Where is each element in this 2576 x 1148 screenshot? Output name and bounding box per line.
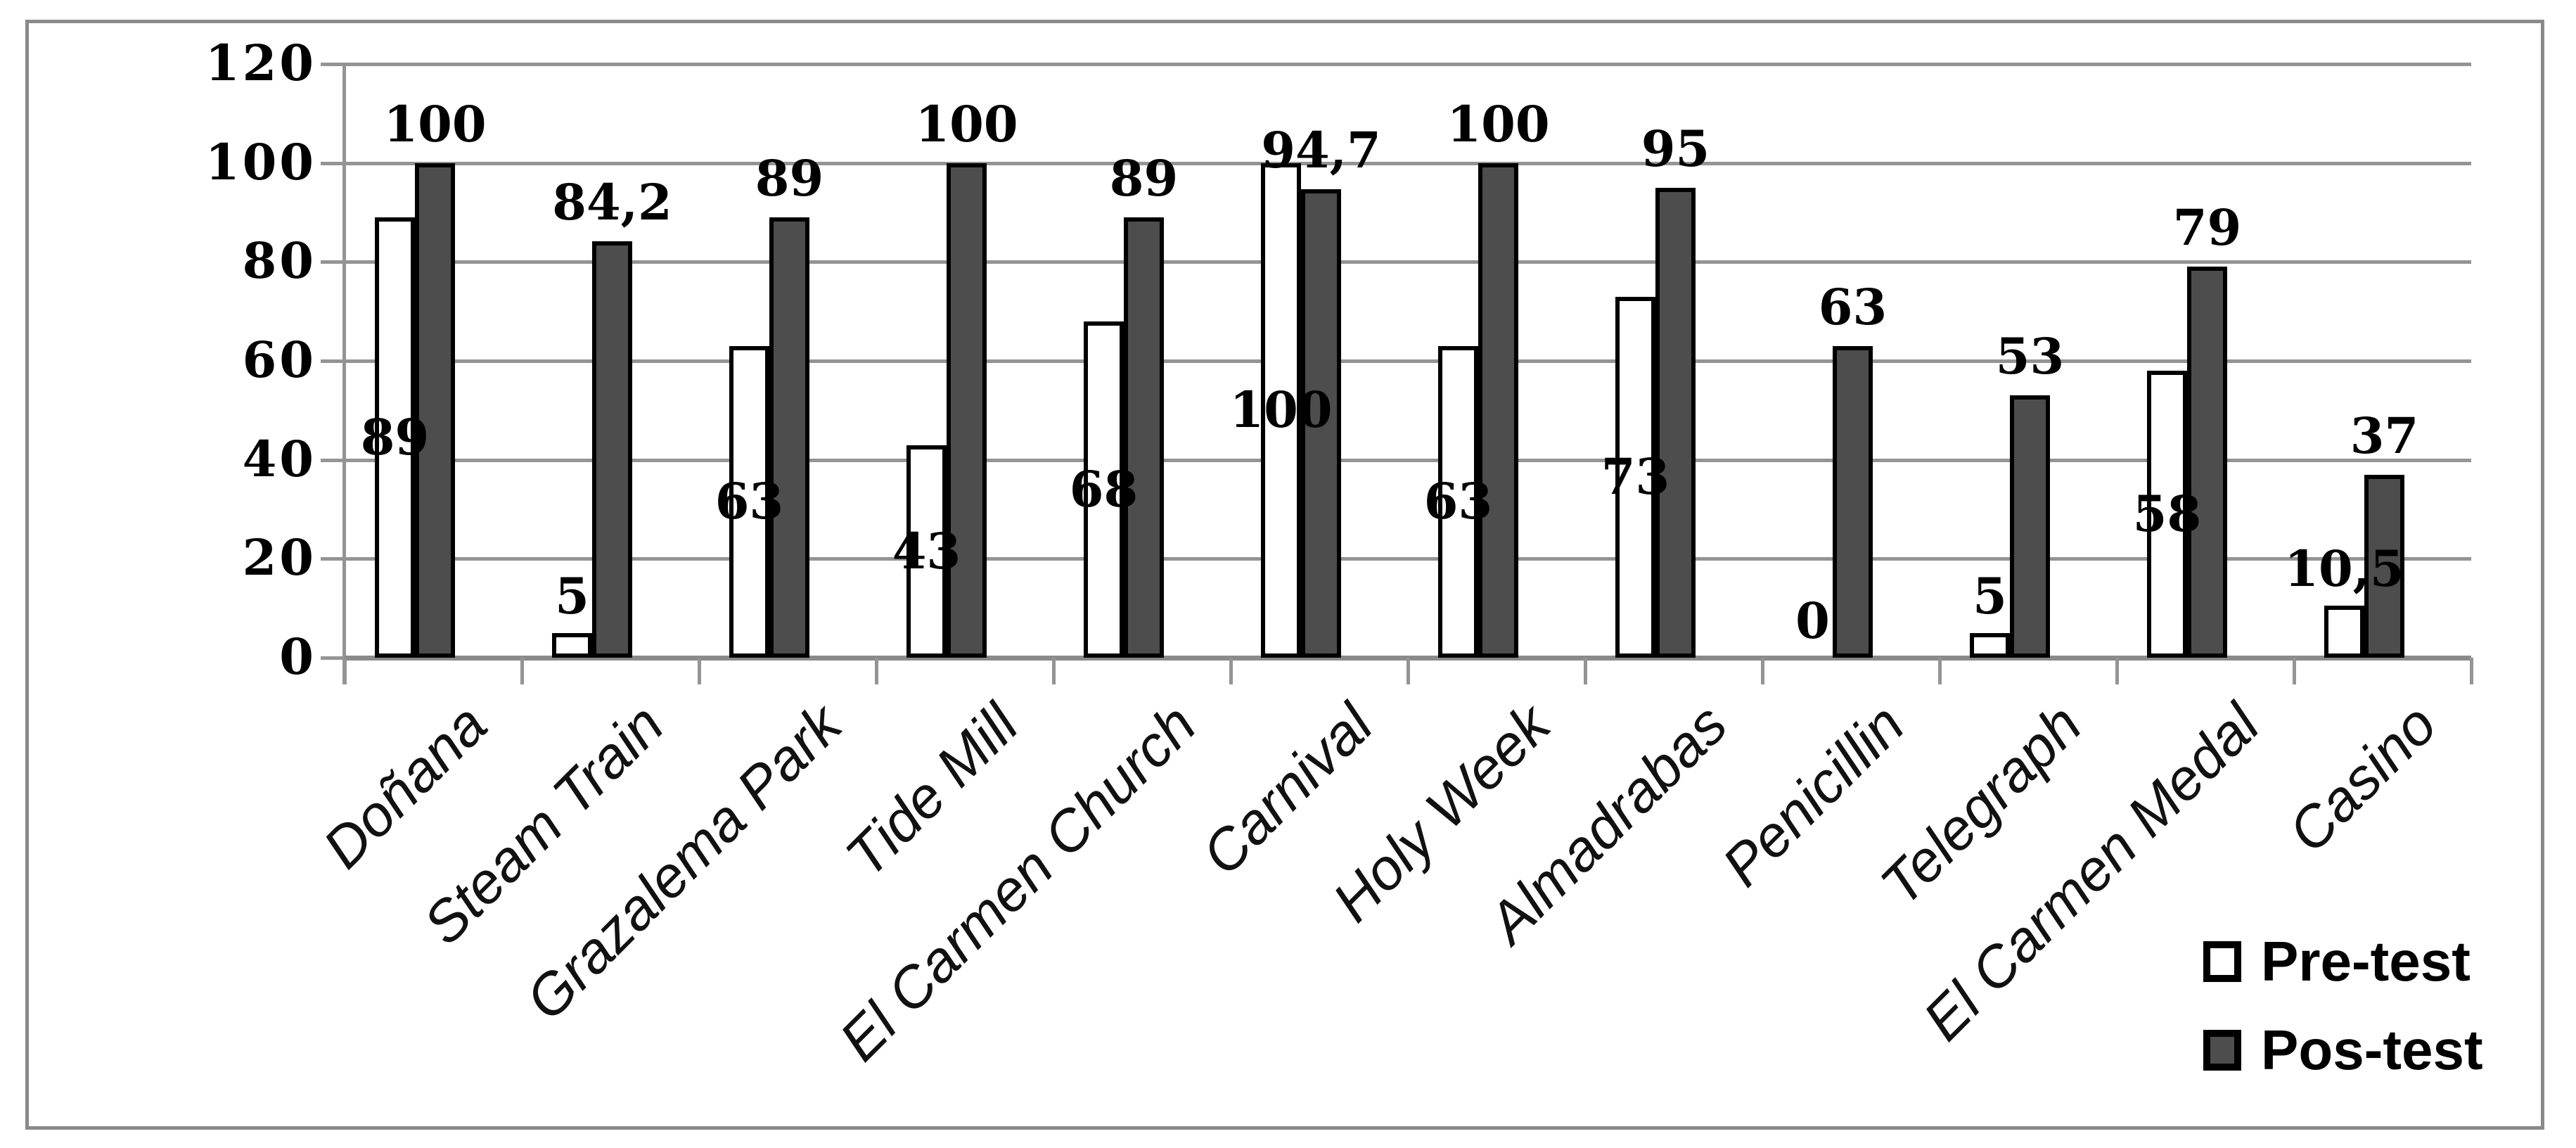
- gridline: [345, 161, 2471, 165]
- postest-value-label: 63: [1818, 277, 1888, 336]
- pretest-bar: [906, 445, 947, 658]
- pretest-value-label: 0: [1795, 592, 1830, 650]
- gridline: [345, 260, 2471, 264]
- x-axis-tick: [698, 658, 701, 684]
- x-axis-tick: [875, 658, 878, 684]
- postest-bar: [1301, 189, 1341, 658]
- x-axis-tick: [343, 658, 347, 684]
- legend: Pre-test Pos-test: [2203, 932, 2483, 1109]
- postest-bar: [1124, 217, 1164, 658]
- x-axis-tick: [1052, 658, 1056, 684]
- y-axis-tick-label: 80: [242, 231, 316, 291]
- postest-bar: [592, 241, 632, 658]
- pretest-swatch: [2203, 941, 2241, 982]
- postest-bar: [415, 162, 455, 658]
- pretest-value-label: 63: [1423, 472, 1493, 531]
- y-axis-line: [342, 64, 346, 684]
- postest-bar: [2364, 474, 2404, 658]
- postest-bar: [2187, 267, 2227, 658]
- y-axis-tick-label: 60: [242, 331, 316, 389]
- legend-label-pretest: Pre-test: [2261, 930, 2471, 993]
- pretest-bar: [552, 632, 592, 658]
- x-axis-tick: [2293, 658, 2296, 684]
- postest-value-label: 100: [383, 94, 487, 153]
- pretest-bar: [1438, 345, 1478, 658]
- pretest-value-label: 43: [892, 521, 961, 580]
- pretest-value-label: 5: [555, 566, 589, 625]
- pretest-bar: [1970, 632, 2010, 658]
- pretest-value-label: 10,5: [2284, 540, 2404, 599]
- gridline: [345, 63, 2471, 66]
- pretest-value-label: 68: [1069, 459, 1139, 518]
- x-axis-tick: [1938, 658, 1942, 684]
- postest-value-label: 53: [1995, 327, 2065, 386]
- x-axis-tick: [1406, 658, 1410, 684]
- pretest-value-label: 63: [715, 472, 784, 531]
- postest-value-label: 37: [2350, 406, 2419, 465]
- postest-bar: [1478, 162, 1518, 658]
- postest-value-label: 89: [1109, 149, 1179, 208]
- gridline: [345, 359, 2471, 363]
- pretest-bar: [1615, 296, 1655, 658]
- postest-value-label: 95: [1641, 119, 1710, 178]
- postest-swatch: [2203, 1030, 2241, 1071]
- pretest-value-label: 5: [1973, 566, 2007, 625]
- postest-bar: [769, 217, 809, 658]
- legend-label-postest: Pos-test: [2261, 1019, 2483, 1081]
- pretest-value-label: 73: [1601, 447, 1670, 506]
- postest-bar: [947, 162, 987, 658]
- postest-value-label: 84,2: [552, 172, 672, 231]
- postest-value-label: 89: [755, 149, 824, 208]
- gridline: [345, 458, 2471, 462]
- gridline: [345, 557, 2471, 561]
- x-axis-tick: [1584, 658, 1587, 684]
- y-axis-tick: [321, 260, 345, 264]
- postest-value-label: 100: [1447, 94, 1550, 153]
- postest-bar: [2010, 395, 2050, 658]
- x-axis-tick: [2115, 658, 2119, 684]
- postest-value-label: 94,7: [1261, 120, 1381, 179]
- pretest-bar: [1084, 321, 1124, 658]
- pretest-bar: [2324, 606, 2364, 658]
- x-axis-tick: [2470, 658, 2473, 684]
- y-axis-tick: [321, 63, 345, 66]
- pretest-bar: [1261, 162, 1301, 658]
- pretest-bar: [2147, 371, 2187, 658]
- y-axis-tick: [321, 458, 345, 462]
- y-axis-tick: [321, 557, 345, 561]
- pretest-bar: [375, 217, 415, 658]
- pretest-value-label: 100: [1229, 381, 1333, 440]
- legend-item-pretest: Pre-test: [2203, 932, 2483, 991]
- y-axis-tick-label: 40: [242, 429, 316, 488]
- x-axis-tick: [1761, 658, 1764, 684]
- pretest-value-label: 58: [2132, 485, 2202, 544]
- y-axis-tick-label: 120: [205, 34, 316, 92]
- legend-item-postest: Pos-test: [2203, 1021, 2483, 1080]
- x-axis-tick: [1229, 658, 1233, 684]
- pretest-bar: [729, 345, 769, 658]
- x-axis-tick: [520, 658, 524, 684]
- y-axis-tick-label: 0: [279, 627, 316, 686]
- postest-bar: [1655, 187, 1696, 658]
- postest-value-label: 79: [2172, 198, 2242, 257]
- postest-bar: [1833, 345, 1873, 658]
- pretest-value-label: 89: [360, 408, 430, 467]
- postest-value-label: 100: [915, 94, 1018, 153]
- y-axis-tick: [321, 656, 345, 660]
- y-axis-tick: [321, 359, 345, 363]
- y-axis-tick-label: 20: [242, 528, 316, 587]
- y-axis-tick: [321, 161, 345, 165]
- y-axis-tick-label: 100: [205, 132, 316, 191]
